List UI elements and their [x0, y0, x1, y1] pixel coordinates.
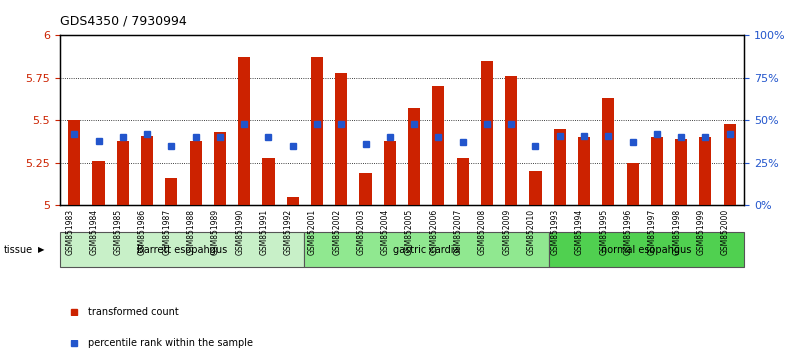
Text: GSM851986: GSM851986 — [138, 209, 147, 255]
Bar — [724, 124, 736, 205]
Bar — [335, 73, 347, 205]
Text: ▶: ▶ — [38, 245, 45, 254]
Text: GSM852008: GSM852008 — [478, 209, 487, 255]
Bar — [651, 137, 663, 205]
Bar — [384, 141, 396, 205]
Text: GSM851991: GSM851991 — [259, 209, 268, 255]
Text: normal esopahgus: normal esopahgus — [601, 245, 692, 255]
Text: GSM851988: GSM851988 — [186, 209, 196, 255]
Text: GSM852003: GSM852003 — [357, 209, 365, 255]
Text: GSM852004: GSM852004 — [380, 209, 390, 255]
Text: gastric cardia: gastric cardia — [393, 245, 459, 255]
Bar — [189, 141, 201, 205]
Text: GSM852000: GSM852000 — [720, 209, 730, 255]
Bar — [603, 98, 615, 205]
Text: transformed count: transformed count — [88, 307, 178, 316]
Bar — [92, 161, 104, 205]
Bar — [360, 173, 372, 205]
Text: GSM851995: GSM851995 — [599, 209, 608, 255]
Text: GSM851992: GSM851992 — [283, 209, 293, 255]
Text: tissue: tissue — [4, 245, 33, 255]
Bar — [311, 57, 323, 205]
Text: GSM851998: GSM851998 — [672, 209, 681, 255]
Bar — [214, 132, 226, 205]
Bar — [408, 108, 420, 205]
Text: Barrett esopahgus: Barrett esopahgus — [137, 245, 227, 255]
Text: GSM851989: GSM851989 — [211, 209, 220, 255]
Text: percentile rank within the sample: percentile rank within the sample — [88, 338, 252, 348]
Text: GSM851996: GSM851996 — [623, 209, 633, 255]
Bar — [68, 120, 80, 205]
Text: GSM852007: GSM852007 — [454, 209, 462, 255]
Text: GSM852006: GSM852006 — [429, 209, 439, 255]
Text: GSM851984: GSM851984 — [89, 209, 99, 255]
Text: GSM851999: GSM851999 — [696, 209, 705, 255]
Bar — [432, 86, 444, 205]
Bar — [505, 76, 517, 205]
Bar — [578, 137, 590, 205]
Bar — [287, 197, 298, 205]
Text: GSM851987: GSM851987 — [162, 209, 171, 255]
Bar — [457, 158, 469, 205]
Bar — [117, 141, 129, 205]
Text: GSM851985: GSM851985 — [114, 209, 123, 255]
Text: GSM852002: GSM852002 — [332, 209, 341, 255]
Bar — [166, 178, 178, 205]
Bar — [529, 171, 541, 205]
Text: GSM852009: GSM852009 — [502, 209, 511, 255]
Bar — [481, 61, 493, 205]
Text: GSM851997: GSM851997 — [648, 209, 657, 255]
Bar — [141, 136, 153, 205]
Bar — [238, 57, 250, 205]
Text: GSM852005: GSM852005 — [405, 209, 414, 255]
Text: GSM852001: GSM852001 — [308, 209, 317, 255]
Bar — [626, 163, 638, 205]
Text: GDS4350 / 7930994: GDS4350 / 7930994 — [60, 14, 186, 27]
Bar — [554, 129, 566, 205]
Text: GSM851983: GSM851983 — [65, 209, 74, 255]
Bar — [700, 137, 712, 205]
Text: GSM851990: GSM851990 — [235, 209, 244, 255]
Bar — [263, 158, 275, 205]
Text: GSM852010: GSM852010 — [526, 209, 536, 255]
Bar — [675, 139, 687, 205]
Text: GSM851994: GSM851994 — [575, 209, 584, 255]
Text: GSM851993: GSM851993 — [551, 209, 560, 255]
